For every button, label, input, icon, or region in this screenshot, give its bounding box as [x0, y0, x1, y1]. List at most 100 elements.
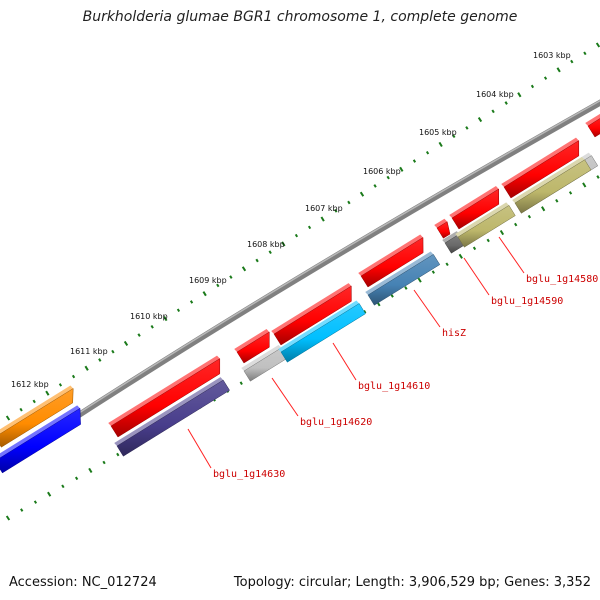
tick-mark: [5, 415, 11, 421]
tick-mark: [431, 270, 435, 274]
tick-mark: [229, 275, 233, 279]
tick-mark: [556, 67, 561, 73]
tick-label: 1607 kbp: [305, 204, 343, 213]
tick-mark: [514, 222, 518, 227]
tick-label: 1608 kbp: [247, 240, 285, 249]
gene-label[interactable]: bglu_1g14590: [491, 296, 563, 307]
label-leader-line: [332, 342, 357, 381]
tick-mark: [438, 141, 443, 148]
map-title: Burkholderia glumae BGR1 chromosome 1, c…: [82, 9, 518, 25]
gene-label[interactable]: bglu_1g14620: [300, 417, 372, 428]
tick-mark: [472, 246, 477, 251]
tick-mark: [363, 310, 367, 314]
tick-label: 1603 kbp: [533, 51, 571, 60]
tick-mark: [163, 315, 168, 322]
tick-mark: [150, 324, 154, 329]
tick-mark: [527, 214, 532, 219]
tick-mark: [347, 200, 351, 205]
tick-mark: [530, 84, 535, 89]
gene-bglu-1g14580[interactable]: [455, 202, 516, 248]
tick-mark: [241, 266, 247, 272]
tick-mark: [32, 399, 36, 404]
tick-mark: [541, 206, 546, 212]
gene-bglu-1g14580[interactable]: [512, 156, 592, 214]
tick-label: 1605 kbp: [419, 128, 457, 137]
tick-mark: [465, 126, 469, 130]
tick-mark: [137, 333, 141, 337]
tick-mark: [5, 515, 11, 521]
gene-red[interactable]: [358, 234, 424, 288]
tick-mark: [390, 294, 394, 298]
tick-mark: [19, 407, 23, 412]
tick-mark: [359, 191, 365, 197]
gene-label[interactable]: bglu_1g14630: [213, 469, 285, 480]
tick-mark: [47, 491, 52, 497]
gene-red[interactable]: [501, 137, 580, 199]
tick-mark: [458, 253, 463, 259]
tick-mark: [98, 358, 102, 362]
tick-mark: [123, 340, 129, 346]
tick-mark: [596, 175, 600, 179]
gene-red[interactable]: [449, 186, 500, 230]
tick-mark: [373, 184, 377, 188]
tick-mark: [116, 452, 120, 457]
label-leader-line: [413, 289, 441, 328]
tick-mark: [386, 175, 390, 180]
tick-mark: [61, 484, 65, 489]
tick-mark: [88, 467, 93, 474]
gene-red[interactable]: [234, 328, 270, 364]
gene-red[interactable]: [434, 218, 451, 239]
tick-mark: [176, 308, 181, 313]
gene-bglu-1g14610[interactable]: [278, 300, 366, 363]
tick-mark: [255, 258, 259, 263]
tick-mark: [583, 51, 587, 56]
label-leader-line: [498, 236, 525, 274]
tick-mark: [334, 208, 338, 213]
tick-label: 1609 kbp: [189, 276, 227, 285]
tick-mark: [45, 390, 50, 396]
tick-mark: [20, 508, 24, 512]
tick-mark: [71, 374, 76, 379]
tick-mark: [477, 117, 483, 123]
tick-mark: [102, 460, 106, 465]
chromosome-backbone: [0, 99, 600, 471]
tick-mark: [294, 233, 299, 238]
gene-label[interactable]: bglu_1g14580: [526, 274, 598, 285]
tick-mark: [568, 191, 573, 195]
gene-red[interactable]: [585, 112, 600, 138]
tick-mark: [84, 365, 89, 371]
tick-mark: [239, 381, 243, 385]
tick-mark: [58, 383, 63, 387]
gene-red[interactable]: [108, 355, 221, 438]
gene-orange[interactable]: [0, 385, 74, 448]
tick-mark: [74, 476, 79, 481]
gene-hisz[interactable]: [365, 251, 441, 306]
tick-mark: [486, 238, 490, 243]
tick-mark: [582, 182, 587, 188]
tick-mark: [517, 92, 522, 98]
tick-label: 1612 kbp: [11, 380, 49, 389]
gene-bglu-1g14630[interactable]: [114, 377, 230, 457]
gene-label[interactable]: hisZ: [442, 328, 466, 339]
tick-mark: [499, 229, 505, 236]
tick-mark: [399, 166, 404, 172]
tick-mark: [412, 159, 417, 163]
label-leader-line: [463, 257, 490, 296]
tick-label: 1604 kbp: [476, 90, 514, 99]
tick-mark: [445, 262, 449, 267]
tick-label: 1610 kbp: [130, 312, 168, 321]
tick-mark: [452, 134, 456, 139]
tick-mark: [33, 500, 38, 504]
tick-mark: [491, 109, 495, 114]
tick-mark: [425, 150, 430, 155]
tick-mark: [570, 59, 574, 64]
tick-mark: [202, 291, 207, 297]
tick-label: 1606 kbp: [363, 167, 401, 176]
accession-text: Accession: NC_012724: [9, 575, 157, 590]
gene-blue[interactable]: [0, 405, 81, 474]
gene-label[interactable]: bglu_1g14610: [358, 381, 430, 392]
gene-red[interactable]: [271, 283, 352, 346]
tick-mark: [216, 283, 220, 288]
label-leader-line: [187, 428, 212, 469]
